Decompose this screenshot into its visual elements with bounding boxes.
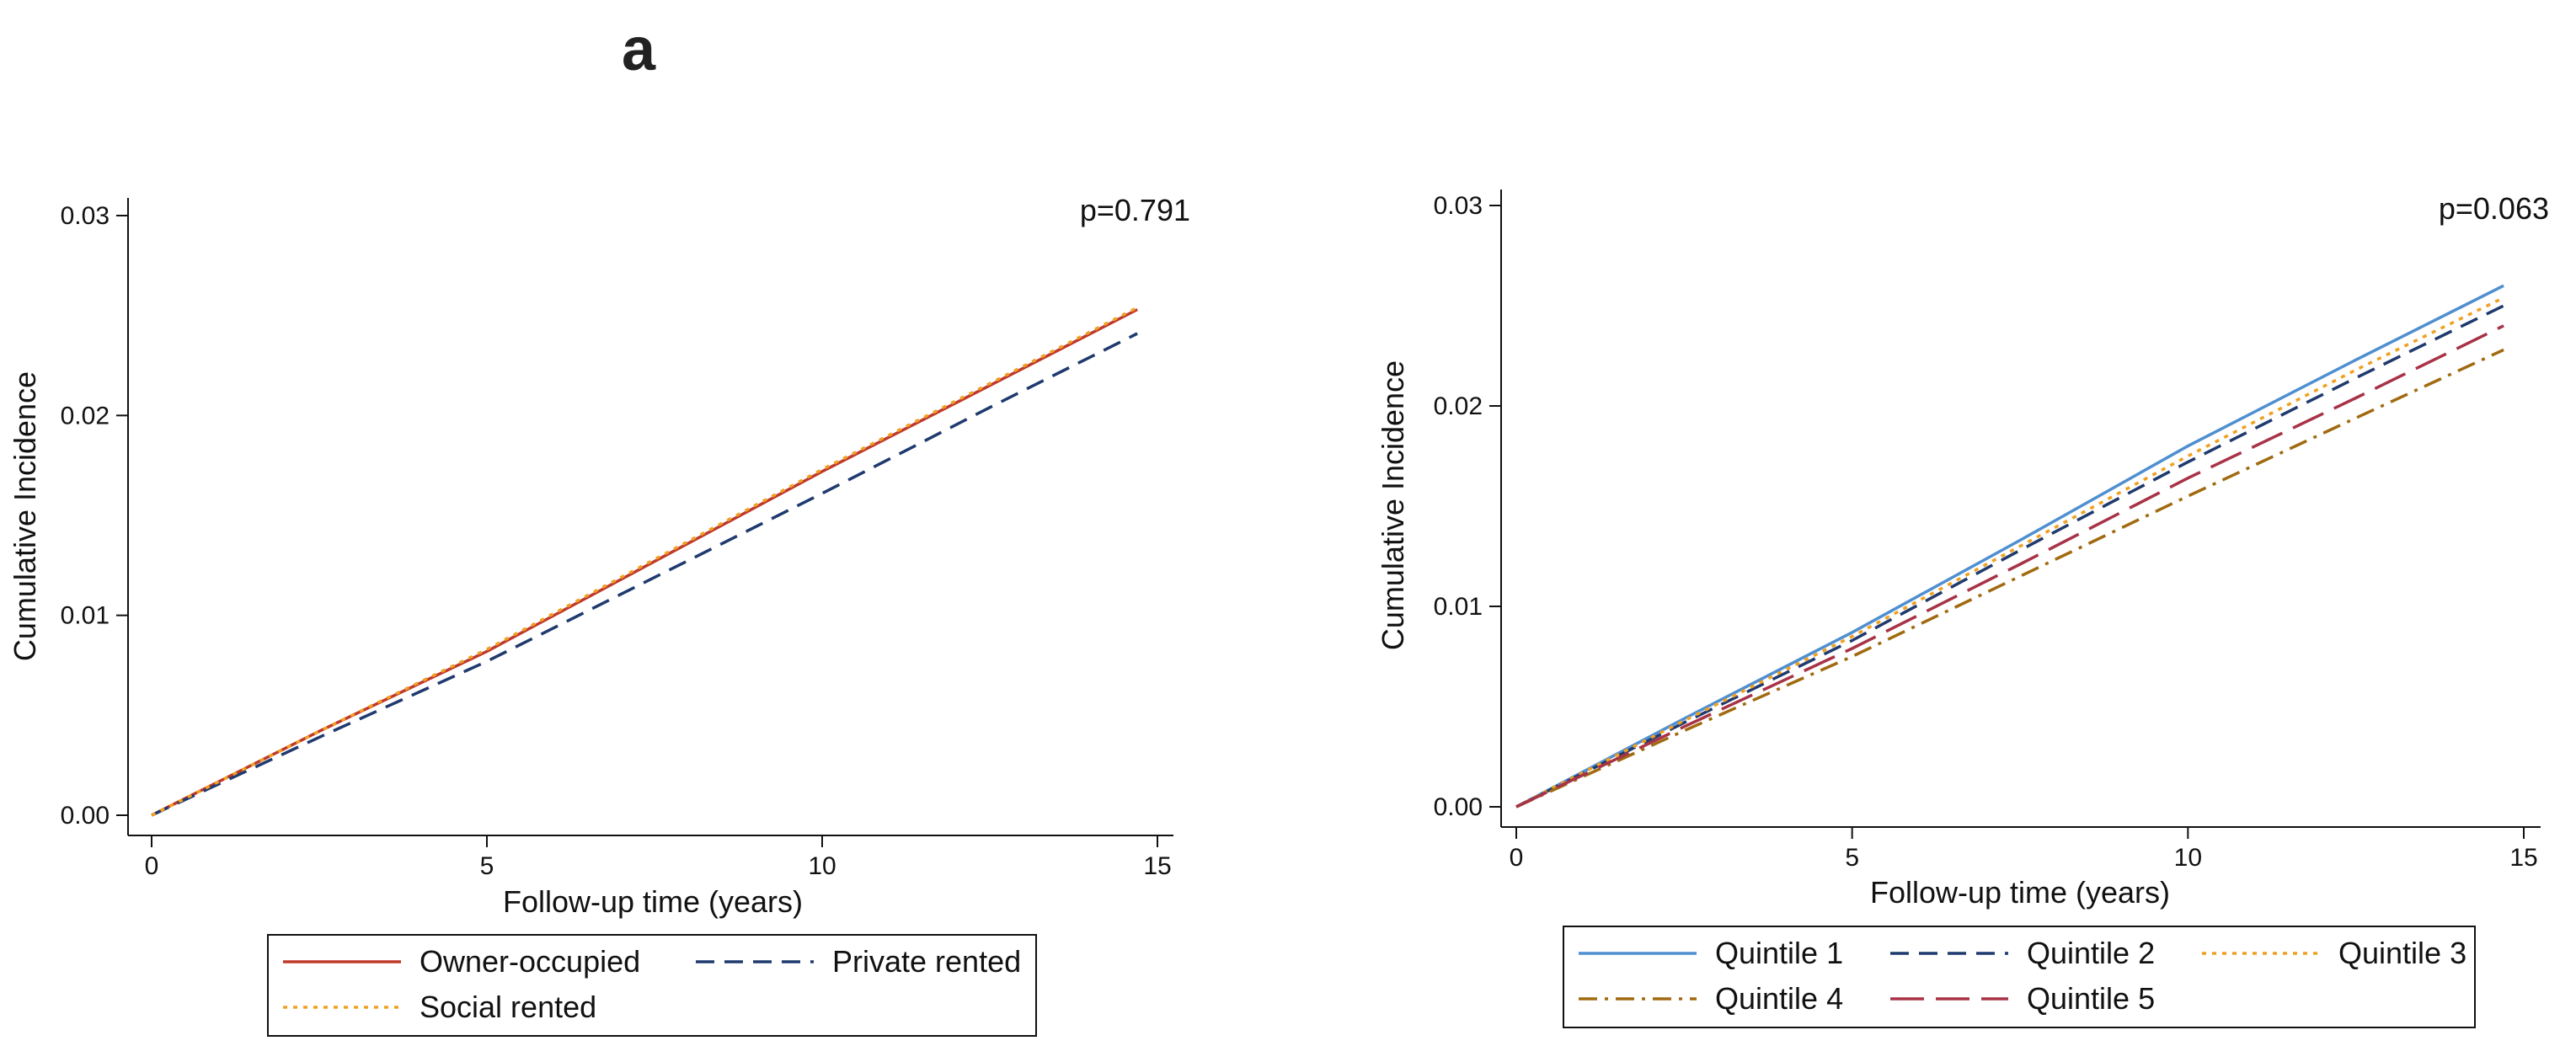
series-line-private-rented [151, 332, 1138, 817]
y-tick-label: 0.03 [61, 202, 110, 230]
legend-label: Social rented [420, 990, 596, 1024]
p-value-annotation: p=0.063 [2439, 191, 2549, 226]
series-line-owner-occupied [151, 307, 1138, 817]
series-line-quintile-5 [1515, 324, 2504, 809]
y-tick-label: 0.00 [61, 802, 110, 830]
chart-right: 0.00 0.01 0.02 0.03 0 5 10 15 Follow-up time (ye… [1376, 189, 2549, 1028]
y-tick-label: 0.02 [1434, 392, 1483, 420]
x-tick-label: 15 [2509, 844, 2537, 872]
legend-box [1563, 926, 2476, 1028]
x-axis-title: Follow-up time (years) [1870, 875, 2170, 910]
legend-box [267, 934, 1037, 1037]
y-tick-label: 0.01 [1434, 593, 1483, 621]
x-tick-label: 10 [808, 852, 836, 880]
x-tick-label: 5 [1845, 844, 1859, 872]
series-line-quintile-3 [1515, 296, 2504, 809]
x-tick-label: 0 [1510, 844, 1524, 872]
y-tick-label: 0.02 [61, 402, 110, 430]
p-value-annotation: p=0.791 [1080, 193, 1190, 227]
legend-label: Quintile 4 [1715, 981, 1843, 1016]
y-tick-label: 0.01 [61, 602, 110, 630]
series-line-quintile-2 [1515, 304, 2504, 809]
series-line-social-rented [151, 306, 1138, 817]
chart-left: 0.00 0.01 0.02 0.03 0 5 10 15 Follow-up time (ye… [8, 193, 1190, 1037]
y-axis-title: Cumulative Incidence [1376, 360, 1410, 650]
x-tick-label: 15 [1143, 852, 1171, 880]
x-tick-label: 5 [480, 852, 494, 880]
legend-label: Owner-occupied [420, 944, 640, 979]
x-axis-title: Follow-up time (years) [503, 884, 803, 919]
legend-label: Quintile 2 [2027, 936, 2155, 970]
legend-label: Quintile 3 [2338, 936, 2466, 970]
legend-label: Private rented [832, 944, 1021, 979]
series-line-quintile-4 [1515, 348, 2504, 809]
y-tick-label: 0.00 [1434, 793, 1483, 821]
x-tick-label: 0 [145, 852, 159, 880]
legend-label: Quintile 5 [2027, 981, 2155, 1016]
y-axis-title: Cumulative Incidence [8, 371, 42, 661]
series-line-quintile-1 [1515, 284, 2504, 809]
panel-label: a [622, 16, 656, 83]
y-tick-label: 0.03 [1434, 192, 1483, 220]
legend-label: Quintile 1 [1715, 936, 1843, 970]
x-tick-label: 10 [2174, 844, 2202, 872]
